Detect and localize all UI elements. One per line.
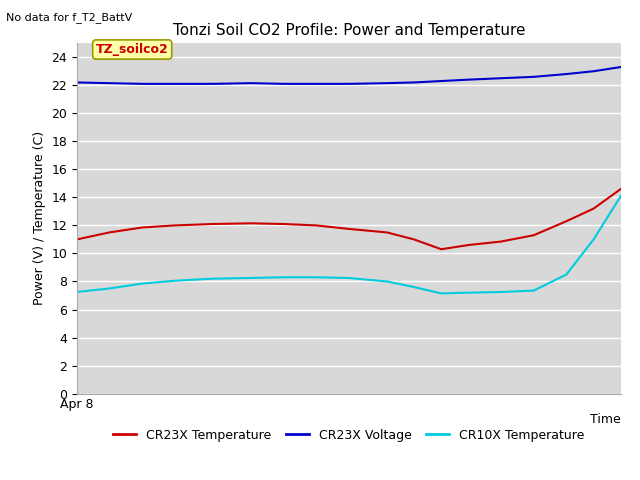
Text: TZ_soilco2: TZ_soilco2 (96, 43, 168, 56)
Text: No data for f_T2_BattV: No data for f_T2_BattV (6, 12, 132, 23)
Text: Time: Time (590, 413, 621, 426)
Y-axis label: Power (V) / Temperature (C): Power (V) / Temperature (C) (33, 132, 45, 305)
Title: Tonzi Soil CO2 Profile: Power and Temperature: Tonzi Soil CO2 Profile: Power and Temper… (173, 23, 525, 38)
Legend: CR23X Temperature, CR23X Voltage, CR10X Temperature: CR23X Temperature, CR23X Voltage, CR10X … (108, 424, 589, 447)
